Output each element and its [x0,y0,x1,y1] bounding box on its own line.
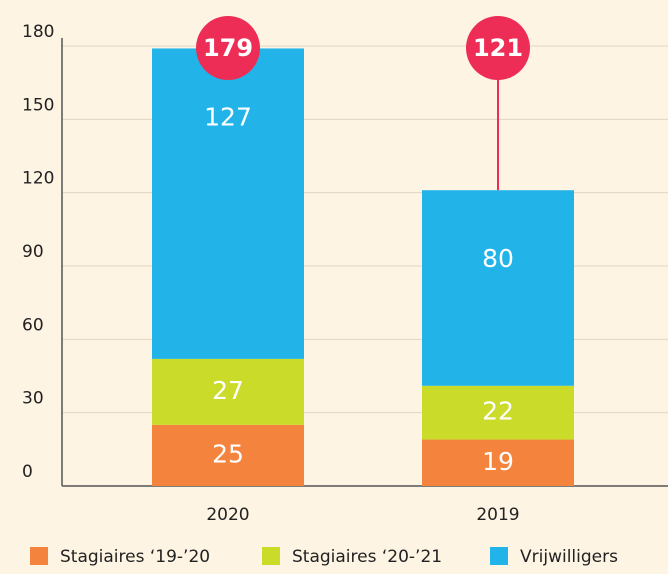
value-label: 22 [482,397,514,426]
total-label: 179 [203,34,253,62]
legend-label: Vrijwilligers [520,547,618,567]
legend-swatch [490,547,508,565]
y-tick-label: 90 [22,242,44,262]
legend-label: Stagiaires ‘19-’20 [60,547,210,567]
total-label: 121 [473,34,523,62]
y-tick-label: 0 [22,462,33,482]
value-label: 25 [212,439,244,468]
y-tick-label: 120 [22,169,54,189]
bar-segment [152,424,304,486]
y-tick-label: 60 [22,315,44,335]
x-tick-label: 2020 [206,505,249,525]
value-label: 127 [204,102,252,131]
y-tick-label: 180 [22,22,54,42]
bar-segment [152,358,304,425]
bar-segment [152,48,304,359]
bar-segment [422,190,574,386]
legend-swatch [30,547,48,565]
legend-swatch [262,547,280,565]
value-label: 19 [482,447,514,476]
total-badge [196,16,260,80]
bar-segment [422,385,574,440]
total-badge [466,16,530,80]
y-tick-label: 150 [22,95,54,115]
bar-segment [422,439,574,486]
value-label: 80 [482,244,514,273]
value-label: 27 [212,376,244,405]
x-tick-label: 2019 [476,505,519,525]
y-tick-label: 30 [22,389,44,409]
legend-label: Stagiaires ‘20-’21 [292,547,442,567]
